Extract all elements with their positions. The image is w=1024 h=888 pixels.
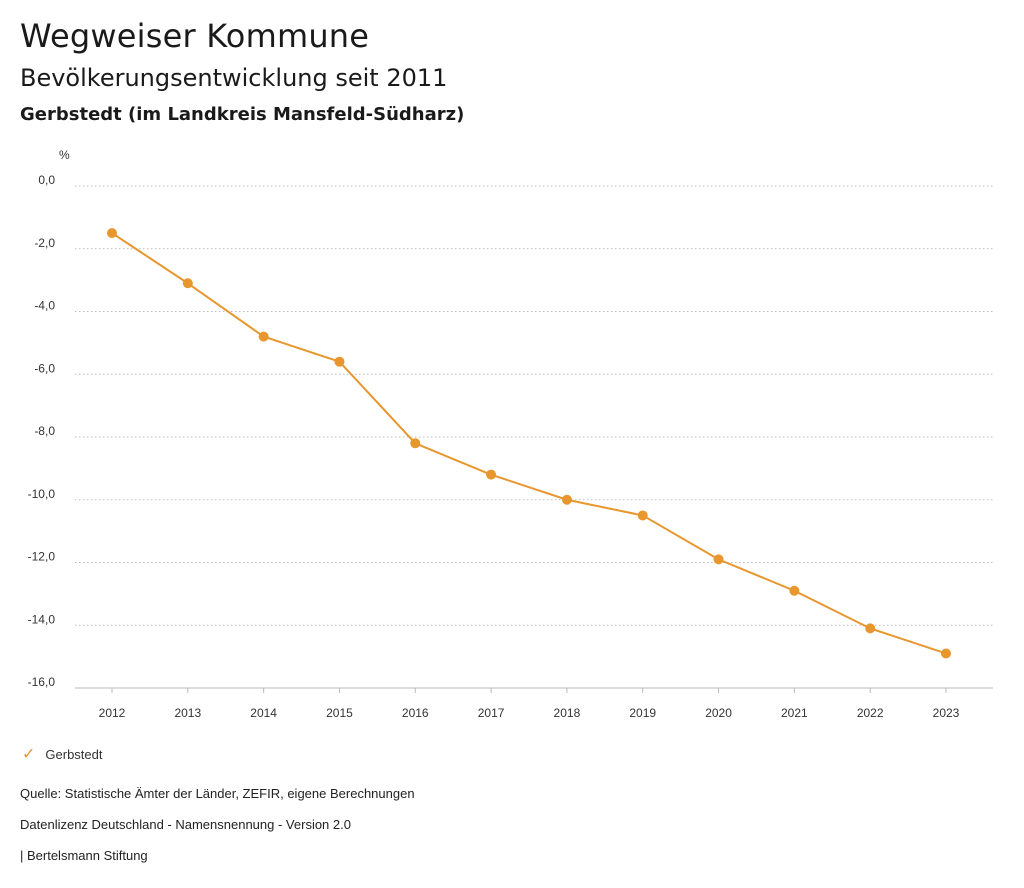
line-chart: % 0,0 -2,0 -4,0 -6,0 -8,0 -10,0 -12,0 -14,0 -16,…: [28, 148, 993, 720]
series-gerbstedt: [107, 228, 951, 659]
legend-label: Gerbstedt: [45, 746, 103, 762]
x-tick-label: 2020: [705, 706, 732, 720]
x-tick-label: 2023: [933, 706, 960, 720]
x-tick-label: 2017: [478, 706, 505, 720]
data-point[interactable]: [561, 494, 572, 505]
y-tick-label: -4,0: [34, 299, 55, 313]
y-tick-label: -6,0: [34, 361, 55, 375]
data-point[interactable]: [713, 554, 724, 565]
y-tick-label: -10,0: [28, 487, 56, 501]
data-point[interactable]: [486, 469, 497, 480]
data-point[interactable]: [334, 356, 345, 367]
x-tick-label: 2012: [99, 706, 126, 720]
y-tick-label: -14,0: [28, 612, 56, 626]
x-tick-label: 2015: [326, 706, 353, 720]
y-axis-unit-label: %: [59, 148, 70, 162]
data-point[interactable]: [865, 623, 876, 634]
data-point[interactable]: [258, 331, 269, 342]
series-line: [111, 232, 947, 655]
credit-note[interactable]: | Bertelsmann Stiftung: [20, 848, 148, 863]
check-icon: ✓: [22, 744, 36, 763]
chart-subtitle: Bevölkerungsentwicklung seit 2011: [20, 64, 448, 92]
source-note: Quelle: Statistische Ämter der Länder, Z…: [20, 786, 415, 801]
data-point[interactable]: [637, 510, 648, 521]
data-point[interactable]: [182, 278, 193, 289]
y-tick-label: -16,0: [28, 675, 56, 689]
data-point[interactable]: [941, 648, 951, 659]
x-tick-label: 2013: [174, 706, 201, 720]
y-tick-label: -12,0: [28, 550, 56, 564]
legend-item-gerbstedt[interactable]: ✓ Gerbstedt: [22, 745, 103, 763]
x-tick-label: 2022: [857, 706, 884, 720]
gridlines: [75, 185, 993, 689]
data-point[interactable]: [107, 228, 117, 239]
y-tick-label: -8,0: [34, 424, 55, 438]
y-axis-ticks: 0,0 -2,0 -4,0 -6,0 -8,0 -10,0 -12,0 -14,0 -16,0: [28, 173, 56, 689]
license-note[interactable]: Datenlizenz Deutschland - Namensnennung …: [20, 817, 351, 832]
x-tick-label: 2014: [250, 706, 277, 720]
page-title: Wegweiser Kommune: [20, 17, 370, 55]
data-point[interactable]: [410, 438, 421, 449]
region-title: Gerbstedt (im Landkreis Mansfeld-Südharz…: [20, 104, 465, 125]
y-tick-label: 0,0: [38, 173, 55, 187]
x-tick-label: 2019: [629, 706, 656, 720]
y-tick-label: -2,0: [34, 236, 55, 250]
x-tick-label: 2016: [402, 706, 429, 720]
x-tick-label: 2021: [781, 706, 808, 720]
x-axis: 2012 2013 2014 2015 2016 2017 2018 2019 2020 2021…: [99, 688, 960, 720]
x-tick-label: 2018: [554, 706, 581, 720]
data-point[interactable]: [789, 585, 800, 596]
